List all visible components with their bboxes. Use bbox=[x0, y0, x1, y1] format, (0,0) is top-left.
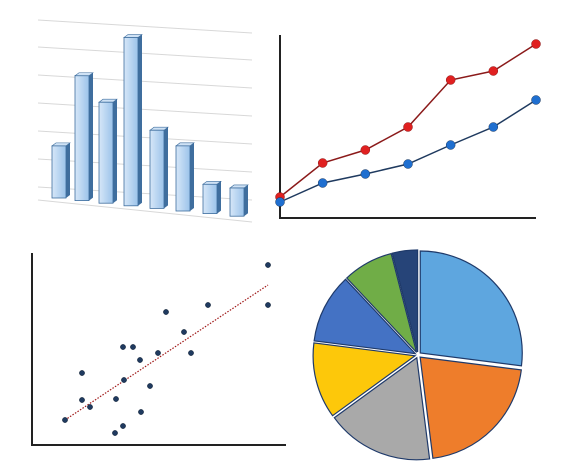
point bbox=[531, 95, 541, 105]
point bbox=[137, 357, 143, 363]
bar bbox=[229, 187, 245, 217]
point bbox=[488, 66, 499, 76]
point bbox=[205, 302, 211, 308]
bar bbox=[175, 145, 191, 212]
point bbox=[113, 396, 119, 402]
bar bbox=[51, 145, 67, 199]
line-axes bbox=[279, 35, 536, 219]
bar bbox=[74, 75, 90, 201]
pie-slice bbox=[419, 250, 523, 367]
point bbox=[445, 140, 456, 150]
pie-slice bbox=[345, 252, 418, 353]
point bbox=[130, 344, 136, 350]
point bbox=[87, 404, 93, 410]
point bbox=[120, 423, 126, 429]
series-line bbox=[279, 99, 537, 203]
bar-side bbox=[244, 184, 248, 217]
scatter-axes bbox=[31, 253, 286, 446]
point bbox=[147, 383, 153, 389]
bar-side bbox=[164, 127, 168, 209]
point bbox=[62, 417, 68, 423]
point bbox=[317, 158, 328, 168]
bar-side bbox=[217, 181, 221, 214]
pie-slice bbox=[313, 278, 417, 355]
point bbox=[265, 302, 271, 308]
point bbox=[181, 329, 187, 335]
bar-side bbox=[190, 142, 194, 211]
pie-slice bbox=[333, 356, 431, 461]
point bbox=[112, 430, 118, 436]
bar-side bbox=[89, 72, 93, 201]
point bbox=[138, 409, 144, 415]
point bbox=[79, 397, 85, 403]
bar-side bbox=[138, 34, 142, 206]
bar bbox=[149, 129, 165, 209]
point bbox=[445, 75, 456, 85]
bar bbox=[202, 183, 218, 215]
bar-side bbox=[113, 99, 117, 204]
point bbox=[531, 39, 541, 49]
point bbox=[317, 178, 328, 188]
point bbox=[155, 350, 161, 356]
point bbox=[121, 377, 127, 383]
bar-side bbox=[66, 142, 70, 198]
point bbox=[188, 350, 194, 356]
point bbox=[488, 122, 499, 132]
point bbox=[265, 262, 271, 268]
pie-slice bbox=[419, 356, 522, 459]
pie-slice bbox=[312, 342, 417, 417]
point bbox=[360, 169, 371, 179]
point bbox=[79, 370, 85, 376]
point bbox=[403, 122, 413, 132]
pie-slice bbox=[391, 249, 419, 353]
series-line bbox=[279, 43, 537, 198]
bar bbox=[98, 101, 114, 204]
point bbox=[403, 159, 413, 169]
point bbox=[360, 145, 371, 155]
point bbox=[163, 309, 169, 315]
bar-grid bbox=[37, 19, 253, 223]
point bbox=[120, 344, 126, 350]
trendline bbox=[64, 284, 269, 421]
bar bbox=[123, 37, 139, 207]
point bbox=[275, 197, 285, 207]
